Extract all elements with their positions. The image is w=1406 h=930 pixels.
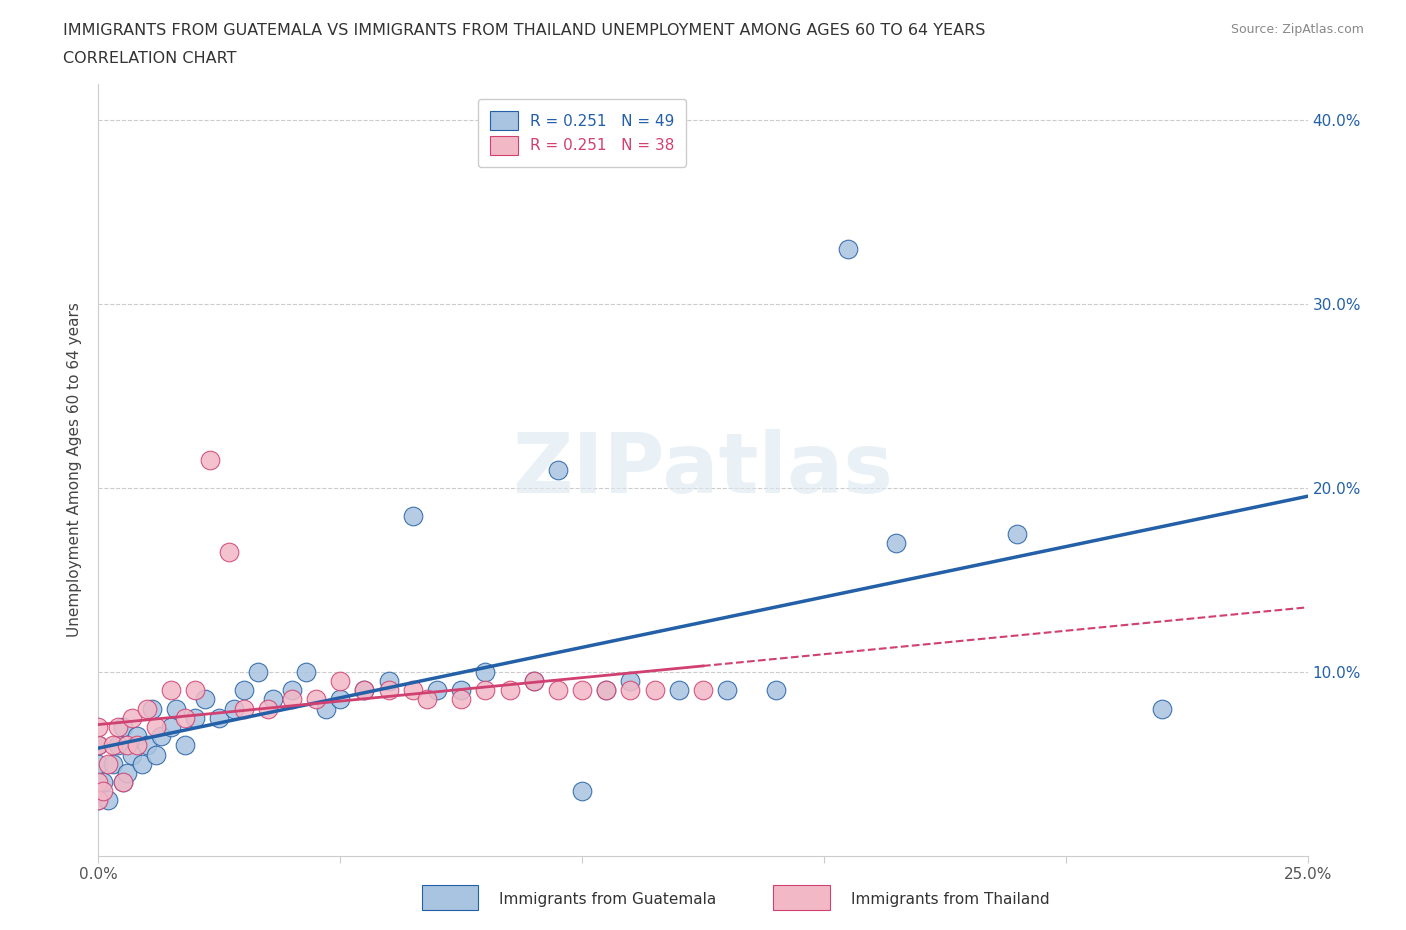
Point (619, 683, 641, 698)
Point (198, 453, 221, 468)
Point (377, 673, 399, 688)
Point (247, 664, 270, 679)
Point (402, 508, 425, 523)
Point (1152, 701, 1174, 716)
Point (450, 692, 472, 707)
Point (329, 692, 352, 707)
Point (91, 775, 114, 790)
Point (218, 545, 240, 560)
Point (256, 701, 278, 716)
Text: CORRELATION CHART: CORRELATION CHART (63, 51, 236, 66)
Point (101, 756, 124, 771)
Point (692, 683, 714, 698)
Point (668, 683, 690, 698)
Point (208, 711, 231, 725)
Point (135, 737, 157, 752)
Point (402, 683, 425, 698)
Point (765, 683, 787, 698)
Text: Source: ZipAtlas.com: Source: ZipAtlas.com (1230, 23, 1364, 36)
Point (295, 664, 318, 679)
Point (141, 701, 163, 716)
Point (329, 673, 352, 688)
Point (160, 683, 183, 698)
Point (117, 765, 139, 780)
Point (145, 747, 167, 762)
Text: Immigrants from Thailand: Immigrants from Thailand (851, 892, 1049, 907)
Point (87, 775, 110, 790)
Point (644, 683, 666, 698)
Point (87, 720, 110, 735)
Point (377, 683, 399, 698)
Text: IMMIGRANTS FROM GUATEMALA VS IMMIGRANTS FROM THAILAND UNEMPLOYMENT AMONG AGES 60: IMMIGRANTS FROM GUATEMALA VS IMMIGRANTS … (63, 23, 986, 38)
Point (127, 737, 149, 752)
Point (595, 683, 617, 698)
Point (160, 720, 183, 735)
Point (571, 784, 593, 799)
Point (150, 729, 173, 744)
Point (97, 793, 120, 808)
Point (232, 701, 254, 716)
Point (426, 683, 449, 698)
Point (165, 701, 187, 716)
Point (523, 673, 546, 688)
Point (353, 683, 375, 698)
Point (232, 683, 254, 698)
Point (281, 692, 304, 707)
Point (416, 692, 439, 707)
Text: ZIPatlas: ZIPatlas (513, 429, 893, 511)
Point (97, 756, 120, 771)
Y-axis label: Unemployment Among Ages 60 to 64 years: Unemployment Among Ages 60 to 64 years (67, 302, 83, 637)
Point (111, 775, 134, 790)
Point (262, 692, 284, 707)
Point (353, 683, 375, 698)
Point (1007, 526, 1029, 541)
Point (87, 737, 110, 752)
Point (91, 784, 114, 799)
Point (87, 737, 110, 752)
Point (184, 711, 207, 725)
Point (184, 683, 207, 698)
Point (619, 673, 641, 688)
Point (571, 683, 593, 698)
Point (121, 747, 143, 762)
Point (315, 701, 337, 716)
Point (281, 683, 304, 698)
Point (127, 729, 149, 744)
Point (474, 664, 496, 679)
Point (135, 701, 157, 716)
Point (222, 701, 245, 716)
Point (111, 720, 134, 735)
Point (174, 737, 197, 752)
Point (174, 711, 197, 725)
Point (498, 683, 520, 698)
Point (87, 756, 110, 771)
FancyBboxPatch shape (773, 885, 830, 910)
Point (523, 673, 546, 688)
Point (111, 775, 134, 790)
Point (837, 242, 859, 257)
Point (547, 462, 569, 477)
Legend: R = 0.251   N = 49, R = 0.251   N = 38: R = 0.251 N = 49, R = 0.251 N = 38 (478, 100, 686, 166)
FancyBboxPatch shape (422, 885, 478, 910)
Point (595, 683, 617, 698)
Point (547, 683, 569, 698)
Point (886, 536, 908, 551)
Text: Immigrants from Guatemala: Immigrants from Guatemala (499, 892, 717, 907)
Point (305, 692, 328, 707)
Point (87, 793, 110, 808)
Point (117, 737, 139, 752)
Point (131, 756, 153, 771)
Point (194, 692, 217, 707)
Point (121, 711, 143, 725)
Point (87, 793, 110, 808)
Point (107, 737, 129, 752)
Point (101, 737, 124, 752)
Point (474, 683, 496, 698)
Point (145, 720, 167, 735)
Point (716, 683, 738, 698)
Point (107, 720, 129, 735)
Point (450, 683, 472, 698)
